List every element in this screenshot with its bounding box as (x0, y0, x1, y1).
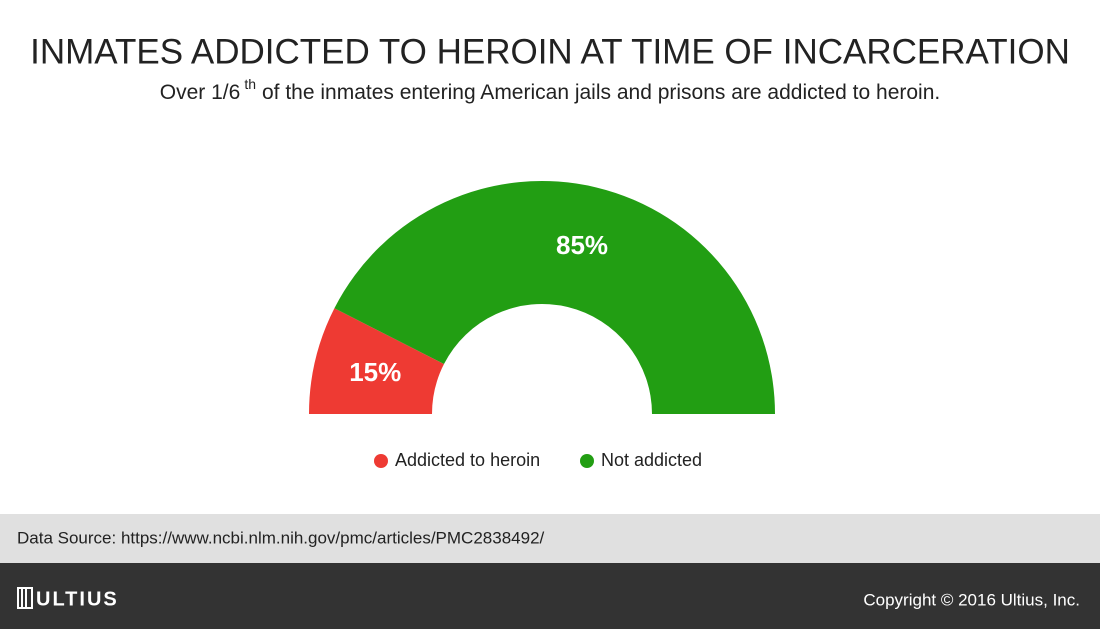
data-source: Data Source: https://www.ncbi.nlm.nih.go… (17, 528, 545, 547)
subtitle-text: of the inmates entering American jails a… (262, 81, 940, 104)
legend-swatch (374, 454, 388, 468)
subtitle-superscript: th (244, 76, 256, 92)
value-label: 15% (349, 357, 401, 387)
value-label: 85% (556, 230, 608, 260)
footer-band (0, 563, 1100, 629)
donut-segment (309, 308, 444, 414)
chart-title: INMATES ADDICTED TO HEROIN AT TIME OF IN… (30, 32, 1070, 71)
legend-swatch (580, 454, 594, 468)
source-band (0, 514, 1100, 563)
logo-icon (17, 587, 33, 609)
chart-subtitle: Over 1/6 th of the inmates entering Americ… (160, 76, 940, 104)
copyright: Copyright © 2016 Ultius, Inc. (863, 590, 1080, 609)
legend-label: Not addicted (601, 450, 702, 470)
logo: ULTIUS (36, 588, 119, 610)
subtitle-text: Over 1/6 (160, 81, 241, 104)
donut-segment (334, 181, 775, 414)
legend-label: Addicted to heroin (395, 450, 540, 470)
